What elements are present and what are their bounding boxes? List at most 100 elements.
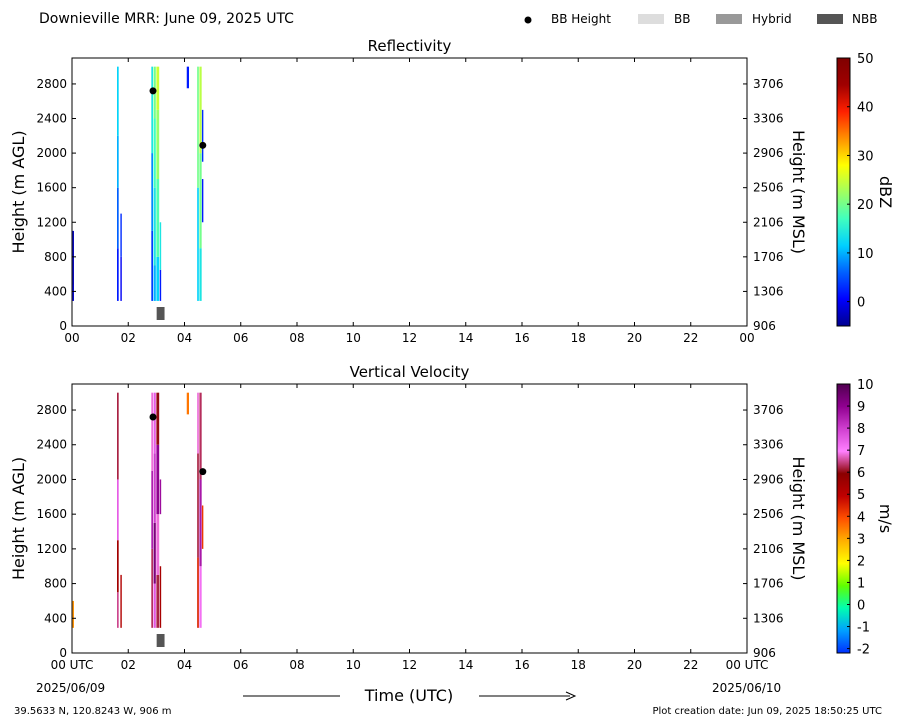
legend-label-hybrid: Hybrid bbox=[752, 12, 792, 26]
colorbar-tick-label: 20 bbox=[857, 198, 874, 213]
data-cell bbox=[156, 444, 160, 515]
colorbar-tick-label: 5 bbox=[857, 488, 865, 503]
time-arrow-head bbox=[565, 691, 577, 701]
y-axis-label-right: Height (m MSL) bbox=[789, 130, 808, 254]
colorbar-tick-label: 30 bbox=[857, 149, 874, 164]
data-cell bbox=[153, 392, 156, 454]
data-columns bbox=[72, 66, 204, 301]
x-tick-label: 08 bbox=[289, 658, 304, 672]
colorbar-tick-label: 8 bbox=[857, 422, 865, 437]
data-cell bbox=[199, 479, 202, 567]
y-tick-label-right: 2106 bbox=[753, 215, 784, 229]
data-cell bbox=[197, 453, 199, 558]
data-cell bbox=[156, 256, 160, 301]
x-tick-label: 00 UTC bbox=[726, 658, 769, 672]
data-cell bbox=[186, 66, 189, 89]
x-tick-label: 02 bbox=[121, 658, 136, 672]
colorbar-tick-label: 7 bbox=[857, 444, 865, 459]
y-tick-label: 0 bbox=[59, 319, 67, 333]
x-tick-label: 20 bbox=[627, 658, 642, 672]
y-tick-label: 1200 bbox=[36, 542, 67, 556]
end-date: 2025/06/10 bbox=[712, 681, 781, 695]
colorbar-bar bbox=[836, 57, 851, 327]
legend-swatch-bb bbox=[638, 14, 664, 24]
y-tick-label: 2400 bbox=[36, 438, 67, 452]
data-cell bbox=[197, 557, 199, 628]
data-cell bbox=[72, 284, 74, 301]
bb-height-point bbox=[149, 413, 157, 421]
y-tick-label: 2800 bbox=[36, 77, 67, 91]
x-tick-label: 12 bbox=[402, 331, 417, 345]
data-cell bbox=[153, 187, 156, 266]
colorbar-tick-label: -1 bbox=[857, 621, 870, 636]
y-tick-label-right: 3306 bbox=[753, 112, 784, 126]
colorbar-label: m/s bbox=[876, 504, 895, 533]
x-tick-label: 20 bbox=[627, 331, 642, 345]
y-tick-label-right: 1706 bbox=[753, 250, 784, 264]
data-cell bbox=[201, 505, 204, 549]
legend-swatch-nbb bbox=[817, 14, 843, 24]
y-tick-label-right: 3306 bbox=[753, 438, 784, 452]
colorbar-tick-label: 50 bbox=[857, 52, 874, 67]
x-tick-label: 08 bbox=[289, 331, 304, 345]
data-cell bbox=[117, 479, 119, 541]
data-cell bbox=[159, 566, 162, 628]
data-cell bbox=[117, 187, 119, 249]
x-tick-label: 00 bbox=[64, 331, 79, 345]
y-tick-label: 2000 bbox=[36, 472, 67, 486]
data-cell bbox=[156, 109, 160, 180]
colorbar-bar bbox=[836, 383, 851, 654]
x-tick-label: 06 bbox=[233, 658, 248, 672]
data-cell bbox=[156, 514, 160, 575]
data-cell bbox=[153, 522, 156, 584]
data-cell bbox=[151, 230, 153, 301]
y-tick-label-right: 906 bbox=[753, 646, 776, 660]
y-tick-label-right: 2906 bbox=[753, 472, 784, 486]
data-cell bbox=[153, 265, 156, 301]
x-tick-label: 02 bbox=[121, 331, 136, 345]
data-cell bbox=[159, 269, 162, 301]
x-tick-label: 00 bbox=[739, 331, 754, 345]
bb-type-marker bbox=[156, 634, 165, 647]
data-columns bbox=[72, 392, 204, 628]
figure-title: Downieville MRR: June 09, 2025 UTC bbox=[39, 11, 294, 27]
data-cell bbox=[199, 566, 202, 628]
x-tick-label: 12 bbox=[402, 658, 417, 672]
data-cell bbox=[156, 574, 160, 628]
x-tick-label: 22 bbox=[683, 331, 698, 345]
legend-label-nbb: NBB bbox=[852, 12, 877, 26]
data-cell bbox=[153, 453, 156, 523]
y-axis-label: Height (m AGL) bbox=[9, 457, 28, 580]
y-axis-label-right: Height (m MSL) bbox=[789, 456, 808, 580]
data-cell bbox=[117, 392, 119, 480]
colorbar-tick-label: 40 bbox=[857, 101, 874, 116]
colorbar-tick-label: 6 bbox=[857, 466, 865, 481]
bb-height-point bbox=[199, 141, 207, 149]
creation-date-text: Plot creation date: Jun 09, 2025 18:50:2… bbox=[652, 706, 882, 717]
y-tick-label-right: 1706 bbox=[753, 577, 784, 591]
y-tick-label-right: 1306 bbox=[753, 611, 784, 625]
data-cell bbox=[117, 592, 119, 628]
colorbar-label: dBZ bbox=[876, 176, 895, 208]
location-text: 39.5633 N, 120.8243 W, 906 m bbox=[14, 706, 172, 717]
x-tick-label: 10 bbox=[346, 658, 361, 672]
data-cell bbox=[186, 392, 189, 415]
x-tick-label: 16 bbox=[514, 331, 529, 345]
y-tick-label: 400 bbox=[44, 284, 67, 298]
y-tick-label: 2800 bbox=[36, 403, 67, 417]
y-tick-label: 1600 bbox=[36, 507, 67, 521]
data-cell bbox=[197, 66, 199, 188]
data-cell bbox=[117, 66, 119, 136]
x-tick-label: 14 bbox=[458, 658, 473, 672]
y-tick-label: 400 bbox=[44, 611, 67, 625]
panel-title: Vertical Velocity bbox=[350, 363, 470, 381]
data-cell bbox=[151, 66, 153, 154]
legend: BB Height BB Hybrid NBB bbox=[524, 12, 877, 26]
data-cell bbox=[197, 392, 199, 454]
bb-height-point bbox=[199, 468, 207, 476]
data-cell bbox=[156, 66, 160, 110]
data-cell bbox=[201, 109, 204, 162]
y-tick-label-right: 3706 bbox=[753, 77, 784, 91]
